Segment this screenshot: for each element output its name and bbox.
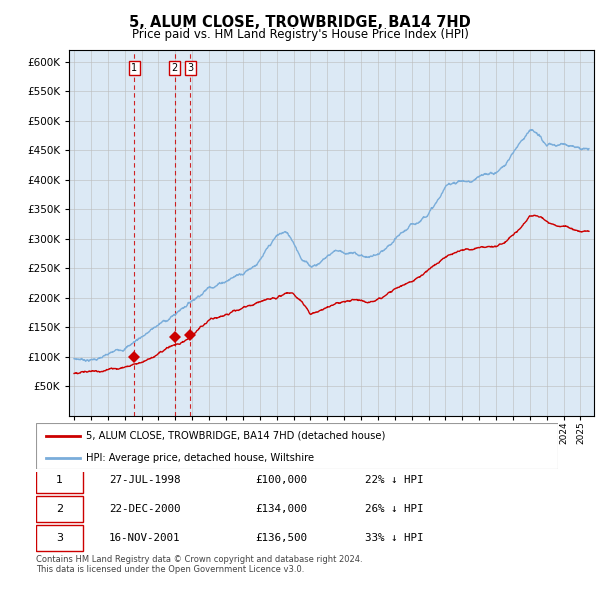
Text: 3: 3 <box>187 63 193 73</box>
Text: 22-DEC-2000: 22-DEC-2000 <box>109 504 181 514</box>
Text: Price paid vs. HM Land Registry's House Price Index (HPI): Price paid vs. HM Land Registry's House … <box>131 28 469 41</box>
Text: £136,500: £136,500 <box>255 533 307 543</box>
Text: Contains HM Land Registry data © Crown copyright and database right 2024.: Contains HM Land Registry data © Crown c… <box>36 555 362 563</box>
Text: £134,000: £134,000 <box>255 504 307 514</box>
Text: 33% ↓ HPI: 33% ↓ HPI <box>365 533 424 543</box>
Text: 16-NOV-2001: 16-NOV-2001 <box>109 533 181 543</box>
Text: £100,000: £100,000 <box>255 475 307 485</box>
Text: 26% ↓ HPI: 26% ↓ HPI <box>365 504 424 514</box>
Text: HPI: Average price, detached house, Wiltshire: HPI: Average price, detached house, Wilt… <box>86 453 314 463</box>
Text: 5, ALUM CLOSE, TROWBRIDGE, BA14 7HD: 5, ALUM CLOSE, TROWBRIDGE, BA14 7HD <box>129 15 471 30</box>
Bar <box>36 525 83 550</box>
Text: This data is licensed under the Open Government Licence v3.0.: This data is licensed under the Open Gov… <box>36 565 304 574</box>
Bar <box>36 496 83 522</box>
Text: 2: 2 <box>56 504 63 514</box>
Text: 22% ↓ HPI: 22% ↓ HPI <box>365 475 424 485</box>
Text: 2: 2 <box>172 63 178 73</box>
Text: 5, ALUM CLOSE, TROWBRIDGE, BA14 7HD (detached house): 5, ALUM CLOSE, TROWBRIDGE, BA14 7HD (det… <box>86 431 385 441</box>
Text: 3: 3 <box>56 533 63 543</box>
Text: 1: 1 <box>56 475 63 485</box>
Text: 27-JUL-1998: 27-JUL-1998 <box>109 475 181 485</box>
Bar <box>36 467 83 493</box>
Text: 1: 1 <box>131 63 137 73</box>
